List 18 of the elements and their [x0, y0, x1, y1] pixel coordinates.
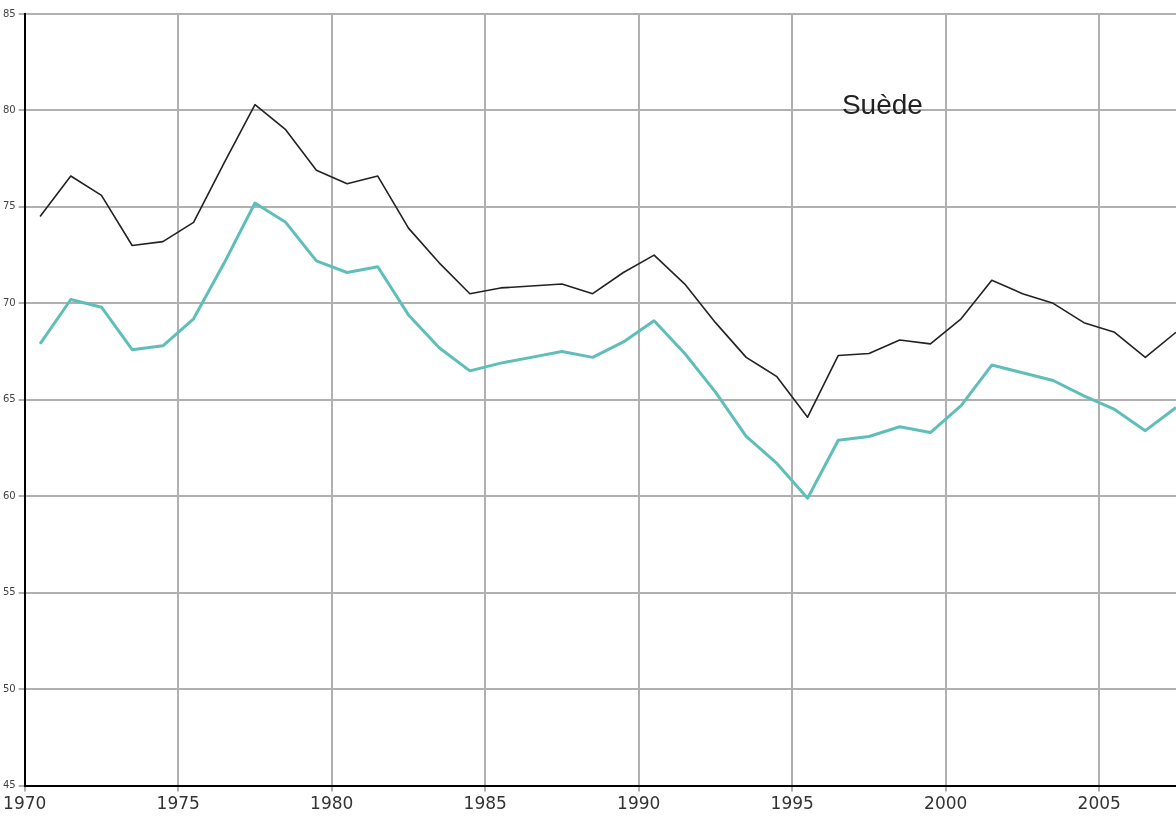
x-tick-label: 1985 [463, 793, 507, 814]
x-tick-label: 2005 [1077, 793, 1121, 814]
y-tick-label: 65 [2, 393, 16, 405]
x-tick-label: 1970 [3, 793, 47, 814]
y-tick-label: 85 [2, 7, 16, 19]
y-tick-label: 50 [2, 682, 16, 694]
x-tick-label: 1990 [617, 793, 661, 814]
text: Suède [841, 89, 923, 121]
y-tick-label: 75 [2, 200, 16, 212]
y-tick-label: 70 [2, 296, 16, 308]
y-tick-label: 80 [2, 104, 16, 116]
x-tick-label: 1980 [310, 793, 354, 814]
x-tick-label: 1995 [770, 793, 814, 814]
y-tick-label: 55 [2, 586, 16, 598]
x-tick-label: 1975 [156, 793, 200, 814]
y-tick-label: 60 [2, 489, 16, 501]
x-tick-label: 2000 [924, 793, 968, 814]
y-tick-label: 45 [2, 779, 16, 791]
